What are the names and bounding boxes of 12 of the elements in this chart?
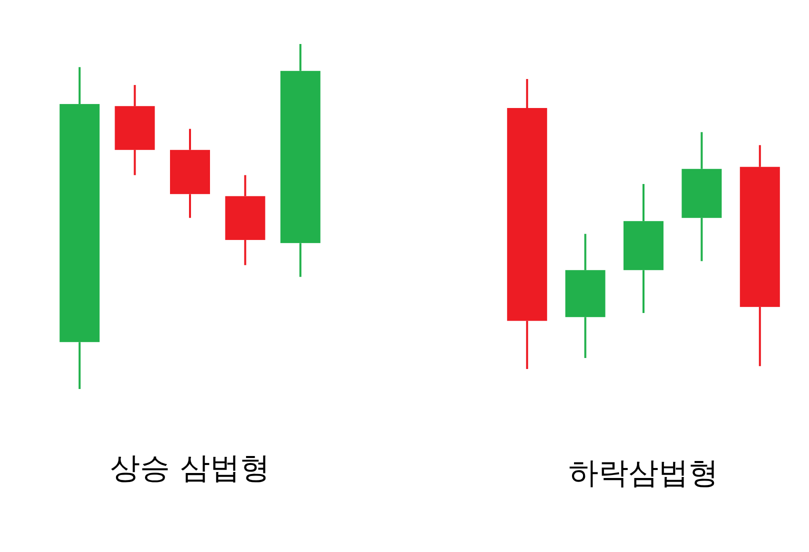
candlestick <box>280 43 320 278</box>
candlestick <box>114 84 155 176</box>
x-axis-title: 하락삼법형 <box>568 456 718 491</box>
candlestick <box>565 232 606 359</box>
candlestick <box>225 174 266 266</box>
candlestick <box>624 182 664 314</box>
candlestick <box>60 66 100 390</box>
candlestick <box>507 78 548 370</box>
x-axis-title: 상승 삼법형 <box>110 451 270 486</box>
candlestick <box>740 144 780 368</box>
candlestick <box>682 131 722 262</box>
candlestick <box>170 128 210 219</box>
